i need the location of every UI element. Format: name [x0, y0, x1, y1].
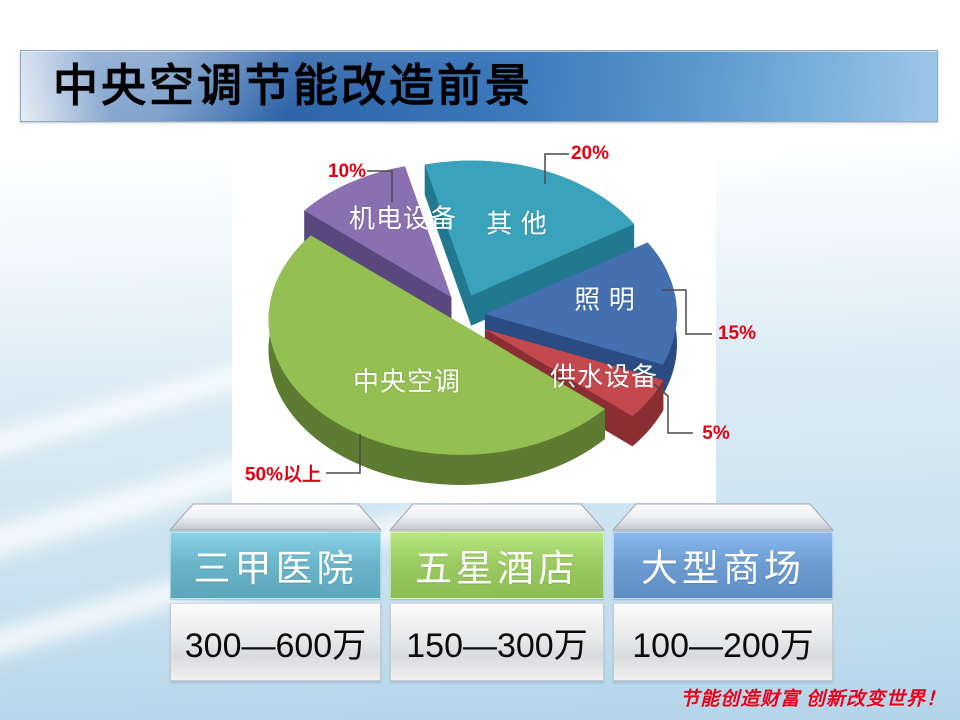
pie-chart: 其 他 照 明 供水设备 中央空调 机电设备 20% 15% 5% 50%以上 … [230, 126, 790, 506]
pie-slice-top [424, 160, 635, 296]
pie-slice-label-other: 其 他 [486, 209, 548, 239]
slide-title: 中央空调节能改造前景 [53, 60, 534, 111]
pie-slice-top [484, 242, 677, 365]
pie-slice-top [485, 329, 664, 417]
table-top-face [388, 503, 606, 531]
pie-pct-label-central-ac: 50%以上 [244, 464, 322, 486]
pie-pct-label-mech-equip: 10% [327, 161, 367, 182]
table-header-mall: 大型商场 [613, 531, 833, 599]
pie-slice-cut [471, 224, 635, 326]
pie-slice-top [304, 166, 452, 298]
pie-slice-top [268, 235, 605, 455]
pie-slice-label-mech-equip: 机电设备 [348, 204, 458, 234]
pie-pct-label-water: 5% [702, 423, 730, 444]
table-top-face [168, 503, 383, 531]
title-banner: 中央空调节能改造前景 [20, 50, 938, 122]
table-value-mall: 100—200万 [613, 603, 833, 681]
motto-text: 节能创造财富 创新改变世界！ [680, 689, 946, 710]
pie-pct-label-lighting: 15% [717, 323, 757, 344]
pie-slice-label-water: 供水设备 [549, 362, 659, 392]
leader-line-5pct [653, 383, 693, 434]
leader-line-15pct [662, 289, 712, 335]
table-value-hotel: 150—300万 [390, 603, 604, 681]
pie-chart-canvas [268, 153, 712, 485]
stats-table: 三甲医院 五星酒店 大型商场 300—600万 150—300万 100—200… [168, 503, 835, 683]
pie-slice-cut [424, 164, 472, 326]
leader-line-20pct [544, 153, 569, 184]
table-header-hospital: 三甲医院 [170, 531, 381, 599]
table-3d-top [168, 503, 835, 531]
table-value-hospital: 300—600万 [170, 603, 381, 681]
leader-line-10pct [367, 170, 393, 202]
pie-pct-label-other: 20% [570, 143, 610, 164]
leader-line-50pct [326, 434, 361, 474]
table-top-face [611, 503, 835, 531]
pie-slice-label-lighting: 照 明 [574, 285, 636, 315]
table-header-hotel: 五星酒店 [390, 531, 604, 599]
pie-slice-label-central-ac: 中央空调 [352, 367, 462, 397]
